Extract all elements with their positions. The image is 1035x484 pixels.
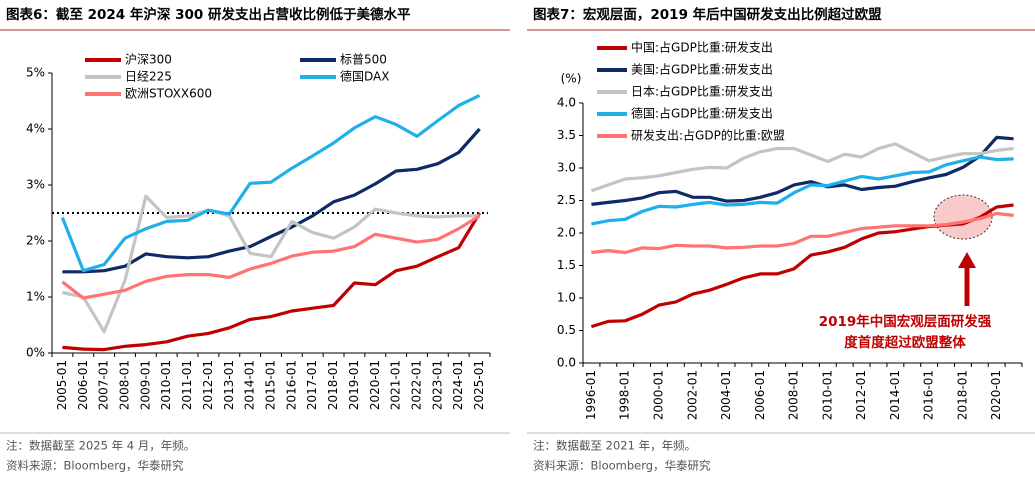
x-tick-label: 2021-01 <box>389 360 403 410</box>
y-tick-label: 2% <box>26 234 45 248</box>
x-tick-label: 2017-01 <box>305 360 319 410</box>
x-tick-label: 2025-01 <box>472 360 486 410</box>
y-tick-label: 5% <box>26 66 45 80</box>
x-tick-label: 2020-01 <box>989 370 1003 420</box>
y-unit: (%) <box>561 72 582 86</box>
series-line <box>62 127 481 274</box>
x-tick-label: 2002-01 <box>685 370 699 420</box>
series-line <box>60 93 481 273</box>
x-tick-label: 2014-01 <box>888 370 902 420</box>
legend-label: 欧洲STOXX600 <box>125 87 212 101</box>
x-tick-label: 2009-01 <box>138 360 152 410</box>
x-tick-label: 2004-01 <box>719 370 733 420</box>
legend-label: 日本:占GDP比重:研发支出 <box>631 84 773 99</box>
annotation: 2019年中国宏观层面研发强 <box>819 313 992 330</box>
x-tick-label: 2014-01 <box>243 360 257 410</box>
x-tick-label: 2013-01 <box>222 360 236 410</box>
y-tick-label: 4% <box>26 122 45 136</box>
legend-label: 标普500 <box>340 53 387 67</box>
y-tick-label: 3.5 <box>557 128 576 142</box>
y-tick-label: 1% <box>26 290 45 304</box>
x-tick-label: 2024-01 <box>451 360 465 410</box>
y-tick-label: 0.0 <box>557 356 576 370</box>
legend-label: 研发支出:占GDP的比重:欧盟 <box>631 128 785 143</box>
x-tick-label: 2006-01 <box>753 370 767 420</box>
x-tick-label: 2012-01 <box>201 360 215 410</box>
x-tick-label: 2012-01 <box>854 370 868 420</box>
y-tick-label: 2.0 <box>557 226 576 240</box>
legend-label: 德国:占GDP比重:研发支出 <box>631 106 773 121</box>
x-tick-label: 2018-01 <box>955 370 969 420</box>
x-tick-label: 2007-01 <box>97 360 111 410</box>
series-line <box>591 211 1014 255</box>
series-line <box>62 194 480 334</box>
x-tick-label: 2005-01 <box>55 360 69 410</box>
x-tick-label: 2006-01 <box>76 360 90 410</box>
note: 注：数据截至 2025 年 4 月，年频。 <box>6 439 195 453</box>
annotation: 度首度超过欧盟整体 <box>844 334 966 351</box>
legend-label: 中国:占GDP比重:研发支出 <box>631 40 773 55</box>
x-tick-label: 2016-01 <box>922 370 936 420</box>
source: 资料来源：Bloomberg，华泰研究 <box>533 459 711 473</box>
series-line <box>61 214 481 300</box>
y-tick-label: 0.5 <box>557 323 576 337</box>
x-tick-label: 2016-01 <box>284 360 298 410</box>
x-tick-label: 2008-01 <box>118 360 132 410</box>
legend-label: 沪深300 <box>125 53 172 67</box>
y-tick-label: 3.0 <box>557 161 576 175</box>
y-tick-label: 0% <box>26 346 45 360</box>
y-tick-label: 1.0 <box>557 291 576 305</box>
x-tick-label: 2023-01 <box>430 360 444 410</box>
x-tick-label: 2019-01 <box>347 360 361 410</box>
series-line <box>62 212 481 352</box>
x-tick-label: 2000-01 <box>651 370 665 420</box>
series-line <box>590 142 1014 193</box>
x-tick-label: 2020-01 <box>368 360 382 410</box>
chart-title: 图表6：截至 2024 年沪深 300 研发支出占营收比例低于美德水平 <box>6 6 411 23</box>
x-tick-label: 2010-01 <box>820 370 834 420</box>
note: 注：数据截至 2021 年，年频。 <box>533 439 696 453</box>
arrow-head <box>958 252 976 268</box>
chart-title: 图表7：宏观层面，2019 年后中国研发支出比例超过欧盟 <box>533 6 882 23</box>
x-tick-label: 2010-01 <box>159 360 173 410</box>
highlight-ellipse <box>933 194 993 240</box>
x-tick-label: 2018-01 <box>326 360 340 410</box>
source: 资料来源：Bloomberg，华泰研究 <box>6 459 184 473</box>
series-line <box>591 135 1014 206</box>
y-tick-label: 1.5 <box>557 258 576 272</box>
y-tick-label: 2.5 <box>557 193 576 207</box>
x-tick-label: 2015-01 <box>264 360 278 410</box>
series-line <box>591 155 1014 226</box>
x-tick-label: 2022-01 <box>410 360 424 410</box>
y-tick-label: 4.0 <box>557 96 576 110</box>
x-tick-label: 2008-01 <box>787 370 801 420</box>
x-tick-label: 1996-01 <box>584 370 598 420</box>
x-tick-label: 1998-01 <box>618 370 632 420</box>
legend-label: 日经225 <box>125 70 172 84</box>
legend-label: 德国DAX <box>340 69 389 84</box>
x-tick-label: 2011-01 <box>180 360 194 410</box>
legend-label: 美国:占GDP比重:研发支出 <box>631 62 773 77</box>
y-tick-label: 3% <box>26 178 45 192</box>
